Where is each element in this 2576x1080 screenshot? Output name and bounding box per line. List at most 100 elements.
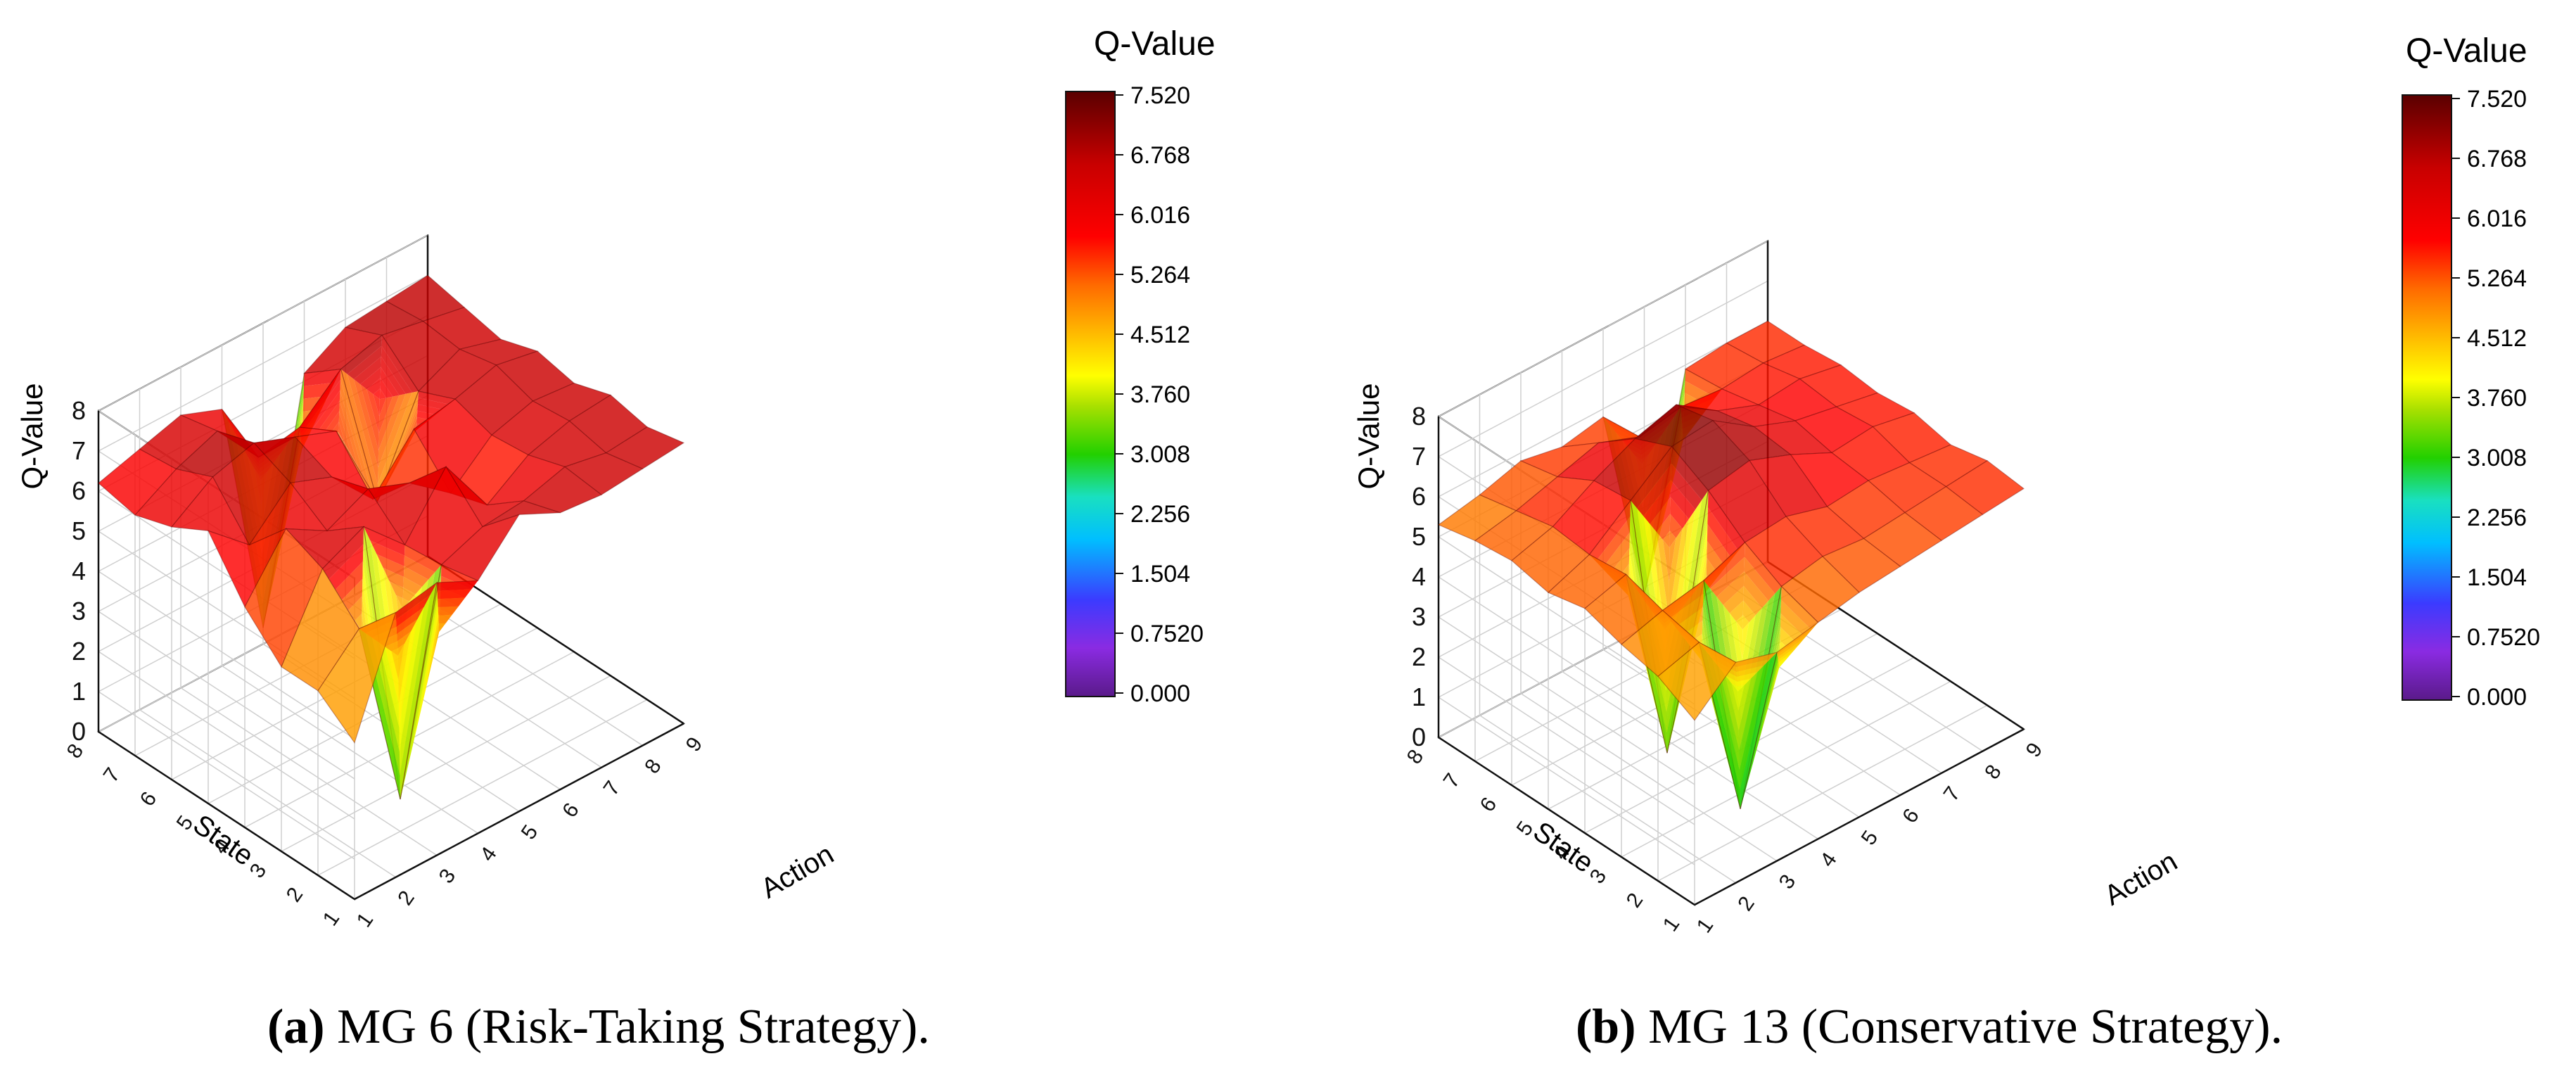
chart-a-x-tick: 6 xyxy=(558,799,584,822)
chart-b-colorbar-tick: 3.008 xyxy=(2467,445,2527,471)
chart-a-surface-facet xyxy=(400,583,438,799)
chart-a-surface-facet xyxy=(370,540,404,566)
chart-a-surface-facet xyxy=(339,390,365,478)
chart-a-surface-facet xyxy=(397,631,412,649)
chart-b-surface-facet xyxy=(1656,514,1671,540)
chart-b-surface-cell xyxy=(1863,512,1943,567)
chart-a-surface-facet xyxy=(438,597,466,607)
chart-a-z-tick: 4 xyxy=(72,557,86,585)
chart-b-surface-facet xyxy=(1704,542,1745,589)
chart-b-surface-facet xyxy=(1656,532,1669,616)
chart-a-surface-facet xyxy=(339,400,358,467)
chart-b-x-tick: 3 xyxy=(1775,870,1801,894)
chart-b-surface-facet xyxy=(1753,657,1778,762)
chart-b-surface-facet xyxy=(1716,571,1745,605)
chart-b-grid-floor-x xyxy=(1479,715,1736,884)
chart-b-surface-facet xyxy=(1650,497,1671,532)
chart-b-surface-facet xyxy=(1743,571,1769,609)
chart-b-x-tick: 5 xyxy=(1857,827,1883,850)
chart-b-surface-facet xyxy=(1731,683,1739,711)
chart-a-surface-facet xyxy=(371,637,400,751)
chart-a-surface-facet xyxy=(389,581,404,599)
chart-b-colorbar-tick: 3.760 xyxy=(2467,385,2527,412)
chart-a-colorbar-tick: 4.512 xyxy=(1130,322,1190,348)
chart-b-colorbar-gradient xyxy=(2402,94,2452,701)
chart-a-grid-floor-y xyxy=(208,627,538,804)
chart-b-surface-facet xyxy=(1725,675,1738,687)
chart-a-x-tick: 5 xyxy=(517,821,543,844)
chart-a-colorbar-tick: 6.768 xyxy=(1130,142,1190,169)
chart-b-surface-facet xyxy=(1736,659,1771,673)
chart-a-surface-facet xyxy=(400,583,437,799)
chart-b-surface-facet xyxy=(1736,615,1743,630)
chart-b-y-tick: 7 xyxy=(1439,769,1465,792)
chart-a-z-tick: 0 xyxy=(72,717,86,746)
chart-a-surface-facet xyxy=(438,614,452,624)
chart-b-surface-facet xyxy=(1729,600,1744,622)
chart-a-colorbar-tick: 7.520 xyxy=(1130,82,1190,109)
chart-a-surface-facet xyxy=(381,335,419,393)
chart-b-z-tick: 5 xyxy=(1412,522,1426,551)
chart-a-surface-facet xyxy=(312,390,340,430)
chart-a-surface-facet xyxy=(381,345,412,394)
chart-b-surface-facet xyxy=(1759,660,1779,739)
chart-b-surface-facet xyxy=(1766,662,1779,715)
chart-b-x-tick: 4 xyxy=(1816,849,1842,872)
chart-a-x-tick: 2 xyxy=(393,887,419,910)
chart-b-surface-facet xyxy=(1778,652,1792,666)
chart-b-surface-facet xyxy=(1773,665,1780,692)
chart-b-surface-facet xyxy=(1707,524,1733,567)
chart-b-x-tick: 8 xyxy=(1980,761,2006,784)
chart-b-surface-facet xyxy=(1671,463,1702,510)
chart-a-grid-left-z xyxy=(98,571,355,739)
chart-a-surface-facet xyxy=(335,561,363,600)
chart-a-grid-left-z xyxy=(98,611,355,780)
chart-b-z-tick: 0 xyxy=(1412,723,1426,751)
chart-a-surface-facet xyxy=(337,431,358,467)
chart-b-surface-facet xyxy=(1723,585,1744,614)
chart-a-surface-facet xyxy=(325,411,340,432)
chart-a-z-tick: 7 xyxy=(72,436,86,465)
chart-a-x-tick: 8 xyxy=(640,755,666,778)
chart-a-surface-facet xyxy=(402,598,409,609)
chart-b-grid-floor-y xyxy=(1548,633,1878,810)
caption-b: (b) MG 13 (Conservative Strategy). xyxy=(1576,999,2283,1055)
chart-a-surface-facet xyxy=(366,378,381,395)
chart-a-surface-facet xyxy=(322,568,359,630)
chart-a-colorbar-tick: 5.264 xyxy=(1130,262,1190,288)
chart-b-surface-facet xyxy=(1670,497,1689,529)
chart-a-surface-facet xyxy=(396,595,403,609)
chart-b-grid-floor-x xyxy=(1562,671,1818,840)
chart-a-surface-facet xyxy=(379,388,386,400)
chart-a-colorbar: Q-Value 7.520 6.768 6.016 5.264 4.512 3.760 3.0… xyxy=(1065,25,1216,707)
chart-b-surface-facet xyxy=(1711,659,1740,770)
chart-a-colorbar-gradient xyxy=(1065,91,1116,697)
chart-a-surface-facet xyxy=(329,579,360,630)
chart-a-colorbar-tick: 0.7520 xyxy=(1130,621,1204,647)
chart-a-x-tick: 4 xyxy=(476,843,502,866)
chart-b-surface-facet xyxy=(1669,538,1676,582)
chart-b-grid-left-z xyxy=(1438,576,1695,745)
chart-b-grid-left-z xyxy=(1438,616,1695,785)
chart-a-colorbar-tick: 3.008 xyxy=(1130,441,1190,468)
chart-a-y-axis-line xyxy=(98,730,355,901)
chart-b-surface-facet xyxy=(1739,659,1771,789)
chart-a-surface-facet xyxy=(360,384,379,450)
chart-a-z-tick: 1 xyxy=(72,677,86,706)
chart-a-surface-facet xyxy=(395,583,437,620)
chart-a-surface-facet xyxy=(304,369,341,386)
chart-b-surface-facet xyxy=(1669,528,1683,616)
chart-b-x-axis-line xyxy=(1694,728,2025,906)
chart-a-surface-facet xyxy=(385,641,398,652)
chart-a-surface-facet xyxy=(407,590,438,772)
chart-b-surface-facet xyxy=(1589,500,1631,561)
chart-b-colorbar: Q-Value 7.520 6.768 6.016 5.264 4.512 3.760 3.0… xyxy=(2402,32,2540,711)
chart-a-surface-facet xyxy=(336,431,378,502)
chart-a-surface-facet xyxy=(433,623,440,660)
chart-b-surface-facet xyxy=(1735,652,1777,668)
chart-a-surface-facet xyxy=(340,335,382,374)
chart-a-surface-cell xyxy=(440,514,521,582)
chart-a-surface-facet xyxy=(329,544,364,590)
chart-b-surface-facet xyxy=(1671,446,1709,500)
chart-b-surface-facet xyxy=(1742,615,1756,690)
